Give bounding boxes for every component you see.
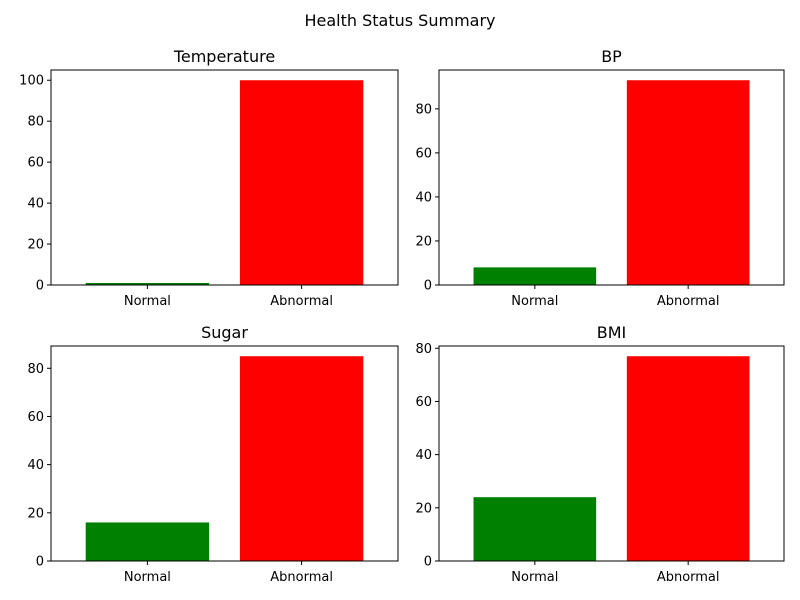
y-tick-label: 40 [415,190,432,205]
subplot-0: Temperature 0 20 40 60 80 100 Normal Abnormal [19,47,399,309]
y-tick-label: 40 [27,197,44,212]
bar-abnormal [626,356,750,561]
y-tick-label: 20 [415,501,432,516]
subplot-title: BMI [597,323,627,342]
y-tick-label: 20 [415,234,432,249]
y-tick-label: 20 [27,506,44,521]
bar-normal [85,282,210,285]
y-tick-label: 0 [424,279,432,294]
y-tick-label: 80 [27,115,44,130]
bar-normal [473,267,597,285]
subplot-title: Sugar [201,323,248,342]
y-tick-label: 0 [424,555,432,570]
subplot-title: BP [601,47,622,66]
x-tick-label: Abnormal [657,294,720,309]
axes-frame [438,69,785,286]
y-tick-label: 80 [27,362,44,377]
x-tick-label: Abnormal [270,294,333,309]
figure-title: Health Status Summary [304,11,495,30]
bar-normal [473,497,597,561]
y-tick-label: 60 [27,156,44,171]
y-tick-label: 60 [27,410,44,425]
x-tick-label: Normal [511,570,558,585]
y-tick-label: 60 [415,146,432,161]
y-tick-label: 20 [27,238,44,253]
x-tick-label: Abnormal [657,570,720,585]
y-tick-label: 80 [415,342,432,357]
x-tick-label: Abnormal [270,570,333,585]
bar-abnormal [239,356,364,561]
axes-frame [50,69,399,286]
subplot-3: BMI 0 20 40 60 80 Normal Abnormal [415,323,785,585]
x-tick-label: Normal [124,570,171,585]
y-tick-label: 80 [415,102,432,117]
bar-normal [85,522,210,561]
y-tick-label: 40 [27,458,44,473]
subplot-title: Temperature [173,47,275,66]
subplot-1: BP 0 20 40 60 80 Normal Abnormal [415,47,785,309]
axes-frame [50,345,399,562]
y-tick-label: 0 [36,555,44,570]
axes-frame [438,345,785,562]
bar-abnormal [239,80,364,285]
x-tick-label: Normal [511,294,558,309]
y-tick-label: 40 [415,448,432,463]
bar-abnormal [626,80,750,285]
subplots: Temperature 0 20 40 60 80 100 Normal Abnormal BP 0… [19,47,785,585]
y-tick-label: 0 [36,279,44,294]
x-tick-label: Normal [124,294,171,309]
y-tick-label: 60 [415,395,432,410]
subplot-2: Sugar 0 20 40 60 80 Normal Abnormal [27,323,399,585]
y-tick-label: 100 [19,74,44,89]
